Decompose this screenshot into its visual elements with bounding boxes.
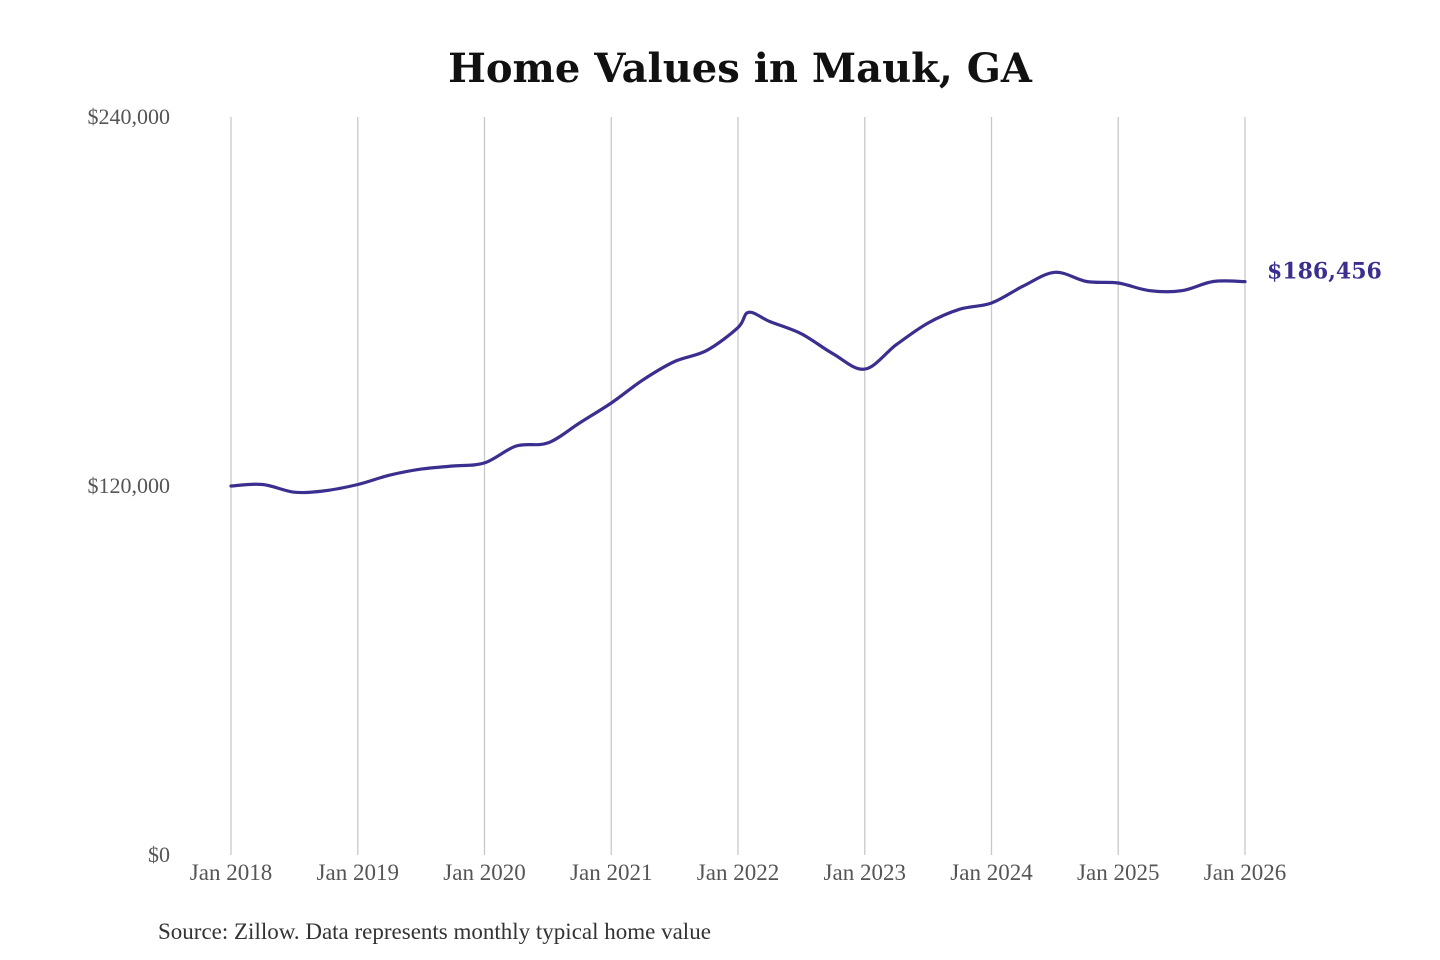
x-tick-label: Jan 2022: [697, 860, 779, 885]
x-tick-label: Jan 2018: [190, 860, 272, 885]
x-tick-label: Jan 2020: [443, 860, 525, 885]
chart-title: Home Values in Mauk, GA: [448, 45, 1033, 92]
y-axis-ticks: $240,000 $120,000 $0: [88, 104, 171, 867]
series-line: [229, 270, 1247, 495]
y-tick-label: $0: [148, 842, 170, 867]
y-tick-label: $240,000: [88, 104, 171, 129]
source-note: Source: Zillow. Data represents monthly …: [158, 919, 711, 944]
x-tick-label: Jan 2026: [1204, 860, 1286, 885]
x-tick-label: Jan 2025: [1077, 860, 1159, 885]
x-tick-label: Jan 2019: [317, 860, 399, 885]
x-tick-label: Jan 2024: [950, 860, 1033, 885]
y-tick-label: $120,000: [88, 473, 171, 498]
gridlines: [230, 117, 1246, 855]
end-value-label: $186,456: [1267, 259, 1382, 285]
x-tick-label: Jan 2023: [824, 860, 906, 885]
x-axis-ticks: Jan 2018 Jan 2019 Jan 2020 Jan 2021 Jan 2022…: [190, 860, 1286, 885]
x-tick-label: Jan 2021: [570, 860, 652, 885]
